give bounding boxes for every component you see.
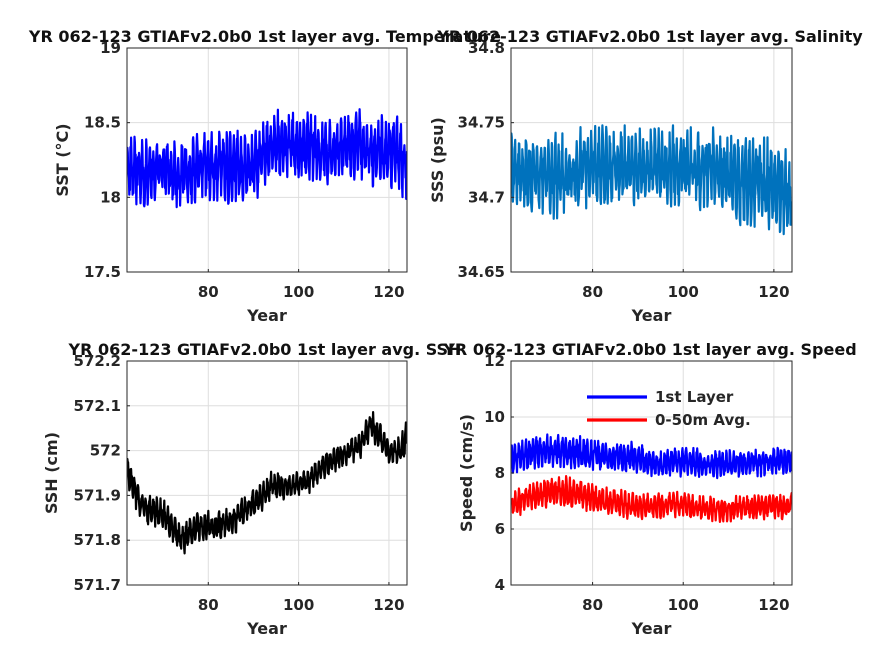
y-tick-label: 10 (484, 408, 505, 426)
chart-panel-1: 80 100 120 17.5 18 18.5 19 Year SST (°C) YR 062-1… (28, 27, 501, 325)
x-tick-label: 120 (373, 283, 404, 301)
y-tick-label: 12 (484, 352, 505, 370)
y-tick-label: 18.5 (84, 114, 121, 132)
x-tick-label: 80 (198, 596, 219, 614)
plot-area (127, 361, 407, 585)
x-axis-label: Year (246, 619, 287, 638)
series-line-1 (127, 108, 407, 209)
y-axis-label: SST (°C) (53, 123, 72, 196)
y-tick-label: 572.1 (74, 397, 121, 415)
chart-panel-3: 80 100 120 571.7 571.8 571.9 572 572.1 572.2 Year… (42, 340, 461, 638)
x-tick-label: 80 (582, 596, 603, 614)
y-axis-label: SSS (psu) (428, 117, 447, 203)
y-axis-label: Speed (cm/s) (457, 414, 476, 532)
y-tick-label: 572 (90, 442, 121, 460)
series-line-1 (511, 124, 792, 236)
x-tick-label: 120 (373, 596, 404, 614)
x-tick-label: 120 (758, 596, 789, 614)
y-tick-label: 8 (495, 464, 505, 482)
x-axis-label: Year (631, 619, 672, 638)
y-tick-label: 571.9 (74, 486, 121, 504)
y-tick-label: 4 (495, 576, 505, 594)
y-tick-label: 17.5 (84, 263, 121, 281)
series-line-1 (511, 433, 792, 480)
legend-label: 0-50m Avg. (655, 411, 751, 429)
x-tick-label: 120 (758, 283, 789, 301)
chart-title: YR 062-123 GTIAFv2.0b0 1st layer avg. Sa… (436, 27, 863, 46)
axes-frame (126, 360, 408, 586)
chart-title: YR 062-123 GTIAFv2.0b0 1st layer avg. SS… (68, 340, 462, 359)
y-tick-label: 19 (100, 39, 121, 57)
x-tick-label: 100 (283, 283, 314, 301)
chart-title: YR 062-123 GTIAFv2.0b0 1st layer avg. Te… (28, 27, 501, 46)
x-tick-label: 80 (582, 283, 603, 301)
x-tick-label: 100 (283, 596, 314, 614)
axes-frame (510, 47, 793, 273)
x-axis-label: Year (631, 306, 672, 325)
axes-frame (126, 47, 408, 273)
series-line-1 (127, 411, 407, 555)
y-axis-label: SSH (cm) (42, 432, 61, 514)
x-tick-label: 100 (668, 283, 699, 301)
legend: 1st Layer 0-50m Avg. (587, 388, 751, 429)
chart-panel-4: 80 100 120 4 6 8 10 12 Year Speed (cm/s) YR 062-12… (442, 340, 856, 638)
x-tick-label: 80 (198, 283, 219, 301)
y-tick-label: 34.7 (468, 188, 505, 206)
y-tick-label: 34.8 (468, 39, 505, 57)
series-line-2 (511, 475, 792, 524)
y-tick-label: 571.8 (74, 531, 121, 549)
legend-label: 1st Layer (655, 388, 734, 406)
y-tick-label: 34.65 (458, 263, 505, 281)
chart-title: YR 062-123 GTIAFv2.0b0 1st layer avg. Sp… (442, 340, 856, 359)
chart-panel-2: 80 100 120 34.65 34.7 34.75 34.8 Year SSS (psu) Y… (428, 27, 863, 325)
y-tick-label: 572.2 (74, 352, 121, 370)
x-tick-label: 100 (668, 596, 699, 614)
x-axis-label: Year (246, 306, 287, 325)
y-tick-label: 571.7 (74, 576, 121, 594)
y-tick-label: 18 (100, 188, 121, 206)
y-tick-label: 6 (495, 520, 505, 538)
y-tick-label: 34.75 (458, 114, 505, 132)
